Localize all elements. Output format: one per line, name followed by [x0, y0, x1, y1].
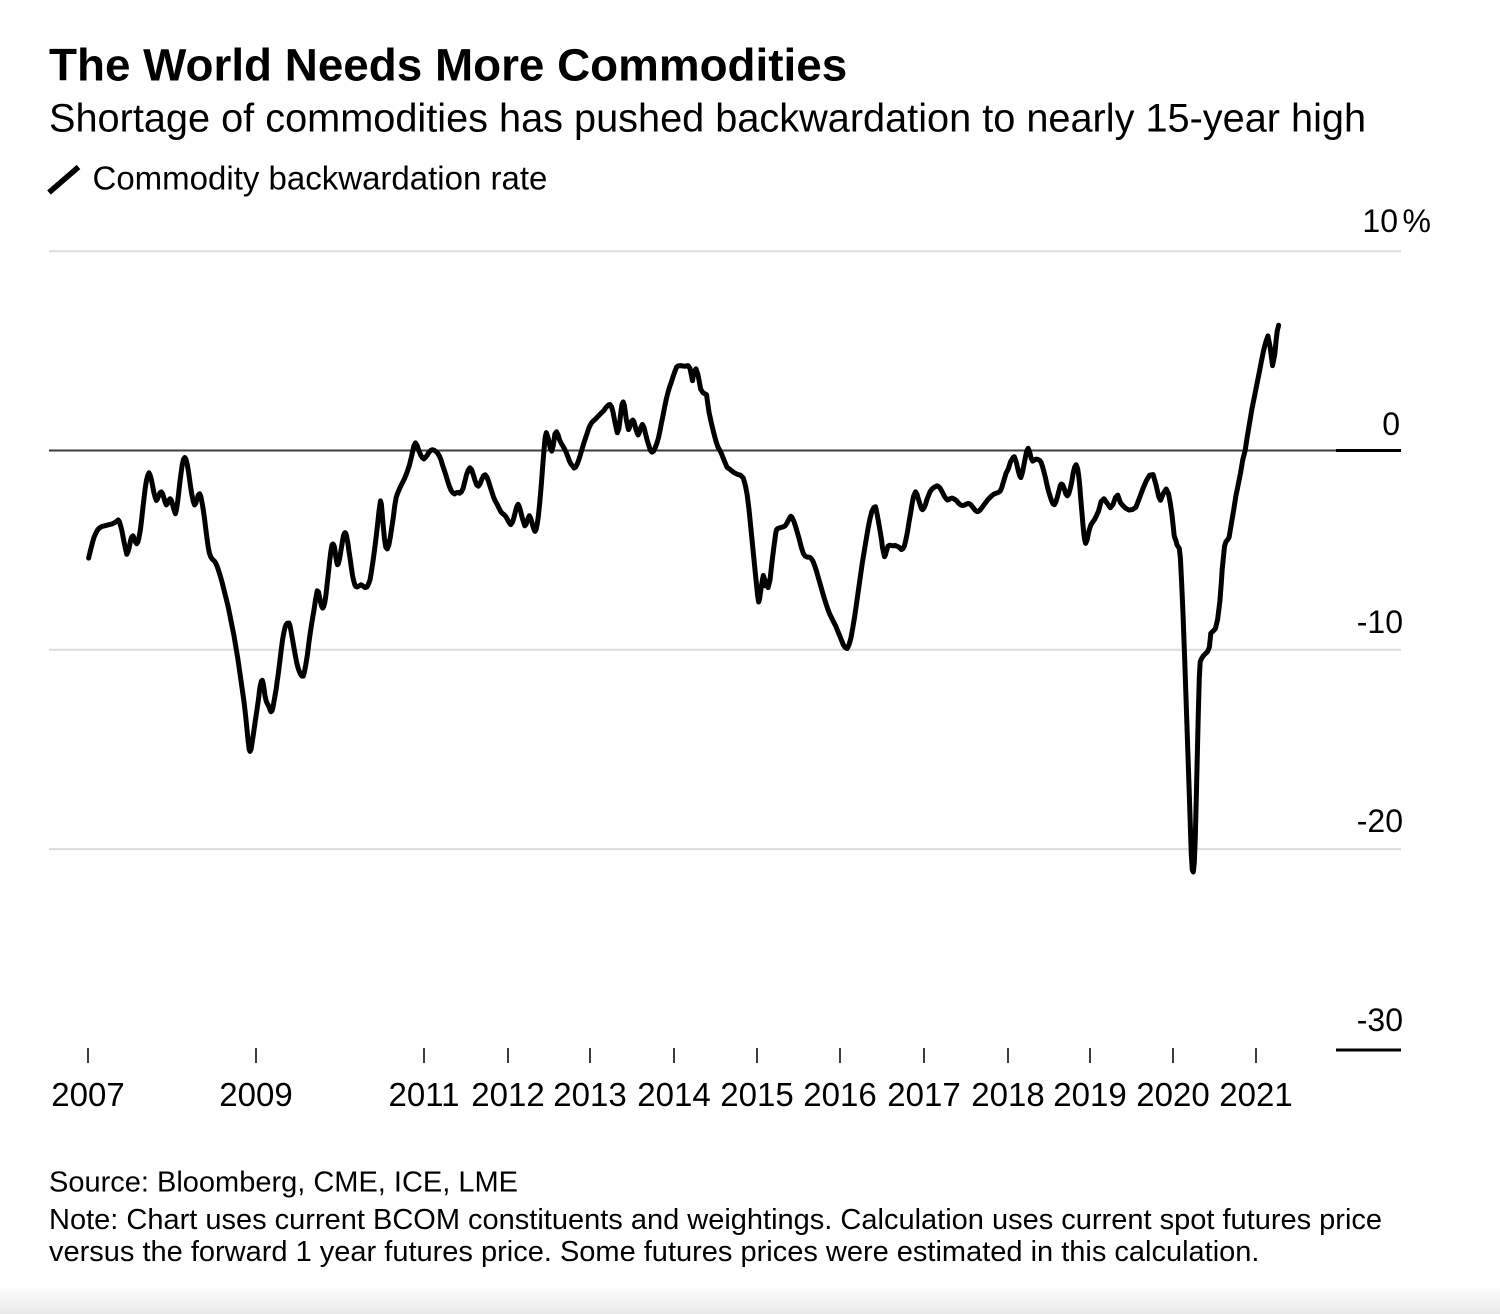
- svg-text:2011: 2011: [389, 1076, 460, 1113]
- svg-text:2013: 2013: [553, 1076, 626, 1113]
- svg-text:-20: -20: [1357, 803, 1403, 839]
- svg-text:2014: 2014: [637, 1076, 710, 1113]
- svg-text:2020: 2020: [1136, 1076, 1209, 1113]
- svg-text:2019: 2019: [1053, 1076, 1126, 1113]
- svg-text:Source: Bloomberg, CME, ICE, L: Source: Bloomberg, CME, ICE, LME: [49, 1167, 518, 1199]
- svg-text:2007: 2007: [51, 1076, 124, 1113]
- svg-text:2015: 2015: [720, 1076, 793, 1113]
- svg-text:Shortage of commodities has pu: Shortage of commodities has pushed backw…: [49, 97, 1366, 141]
- svg-text:-30: -30: [1357, 1002, 1403, 1038]
- svg-text:The World Needs More Commoditi: The World Needs More Commodities: [49, 40, 847, 91]
- svg-text:2017: 2017: [887, 1076, 960, 1113]
- svg-text:0: 0: [1382, 406, 1400, 442]
- svg-text:%: %: [1403, 203, 1431, 239]
- svg-text:2012: 2012: [471, 1076, 544, 1113]
- svg-text:2009: 2009: [219, 1076, 292, 1113]
- svg-text:2018: 2018: [971, 1076, 1044, 1113]
- svg-text:versus the forward 1 year futu: versus the forward 1 year futures price.…: [49, 1236, 1259, 1268]
- svg-text:2021: 2021: [1219, 1076, 1292, 1113]
- svg-text:-10: -10: [1357, 604, 1403, 640]
- svg-text:10: 10: [1362, 203, 1398, 239]
- svg-text:Commodity backwardation rate: Commodity backwardation rate: [93, 160, 548, 197]
- svg-text:Note: Chart uses current BCOM: Note: Chart uses current BCOM constituen…: [49, 1204, 1382, 1236]
- svg-text:2016: 2016: [803, 1076, 876, 1113]
